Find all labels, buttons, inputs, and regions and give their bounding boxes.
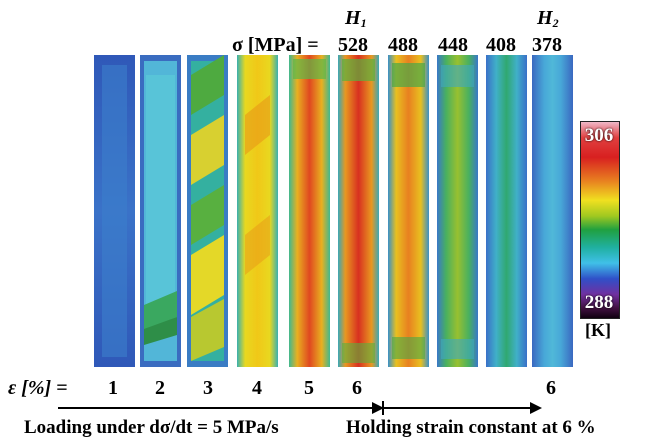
strain-value-2: 2 [155,377,165,399]
thermal-strip-5 [289,55,330,367]
stress-value-5: 378 [532,34,562,56]
h2-label: H2 [537,8,559,29]
h1-main: H [345,7,361,29]
loading-arrow-line [58,407,376,409]
holding-arrow-line [384,407,532,409]
thermal-strip-10 [532,55,573,367]
loading-arrowhead [372,402,384,414]
thermal-strip-2 [140,55,181,367]
strain-value-4: 4 [252,377,262,399]
h2-main: H [537,7,553,29]
strain-value-1: 1 [108,377,118,399]
h2-sub: 2 [552,16,559,30]
strain-value-5: 5 [304,377,314,399]
stress-value-1: 528 [338,34,368,56]
stress-value-2: 488 [388,34,418,56]
colorbar-unit: [K] [585,320,611,340]
colorbar-max-label: 306 [584,125,614,146]
strain-value-7: 6 [546,377,556,399]
strain-value-6: 6 [352,377,362,399]
temperature-colorbar [580,121,620,319]
thermal-strip-8 [437,55,478,367]
thermal-strip-9 [486,55,527,367]
thermal-strip-6 [338,55,379,367]
h1-label: H1 [345,8,367,29]
stress-label: σ [MPa] = [232,34,319,56]
holding-arrowhead [530,402,542,414]
colorbar-min-label: 288 [584,292,614,313]
phase-divider-tick [382,401,384,415]
thermal-strip-3 [187,55,228,367]
stress-value-4: 408 [486,34,516,56]
strain-label: ε [%] = [8,377,68,399]
thermal-strip-1 [94,55,135,367]
loading-caption: Loading under dσ/dt = 5 MPa/s [24,417,279,438]
thermal-strip-7 [388,55,429,367]
stress-value-3: 448 [438,34,468,56]
thermal-strip-4 [237,55,278,367]
h1-sub: 1 [360,16,367,30]
strain-value-3: 3 [203,377,213,399]
holding-caption: Holding strain constant at 6 % [346,417,596,438]
